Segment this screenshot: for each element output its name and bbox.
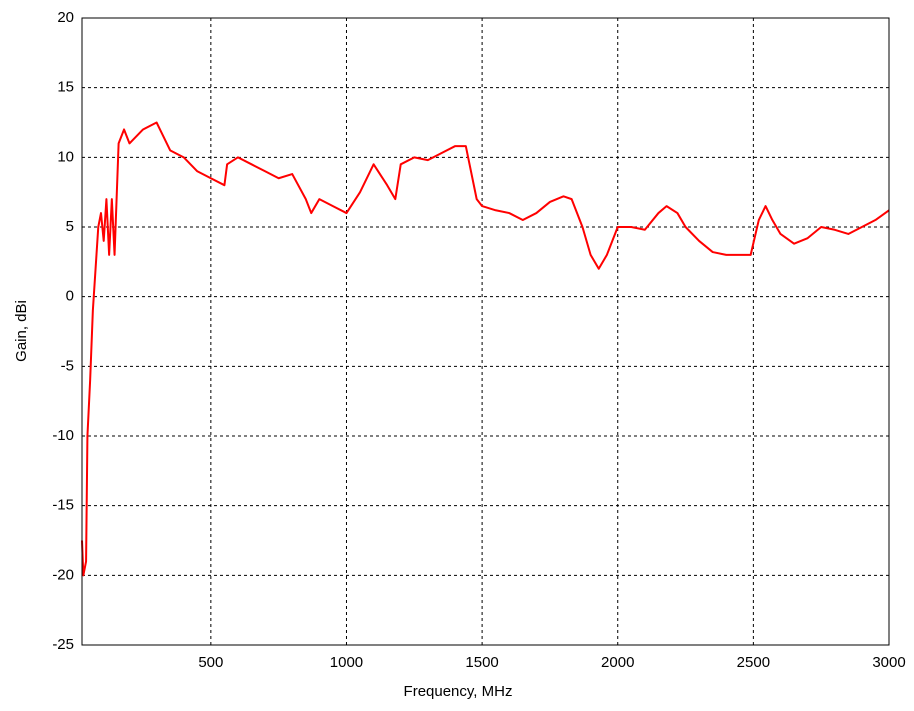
- y-tick-label: 10: [57, 148, 74, 165]
- x-axis-label: Frequency, MHz: [404, 683, 513, 700]
- y-tick-label: 15: [57, 79, 74, 96]
- y-tick-label: -5: [61, 357, 74, 374]
- x-tick-label: 1000: [330, 654, 363, 671]
- y-tick-label: -10: [52, 427, 74, 444]
- plot-area: [82, 18, 889, 645]
- y-tick-label: -25: [52, 636, 74, 653]
- plot-frame: [81, 17, 890, 646]
- x-tick-label: 2500: [737, 654, 770, 671]
- y-tick-label: -20: [52, 566, 74, 583]
- y-tick-label: -15: [52, 497, 74, 514]
- y-tick-label: 5: [66, 218, 74, 235]
- x-tick-label: 2000: [601, 654, 634, 671]
- data-line: [81, 121, 890, 577]
- y-tick-label: 20: [57, 9, 74, 26]
- x-tick-label: 3000: [872, 654, 905, 671]
- y-axis-label: Gain, dBi: [13, 300, 30, 362]
- x-tick-label: 500: [198, 654, 223, 671]
- x-tick-label: 1500: [465, 654, 498, 671]
- y-tick-label: 0: [66, 288, 74, 305]
